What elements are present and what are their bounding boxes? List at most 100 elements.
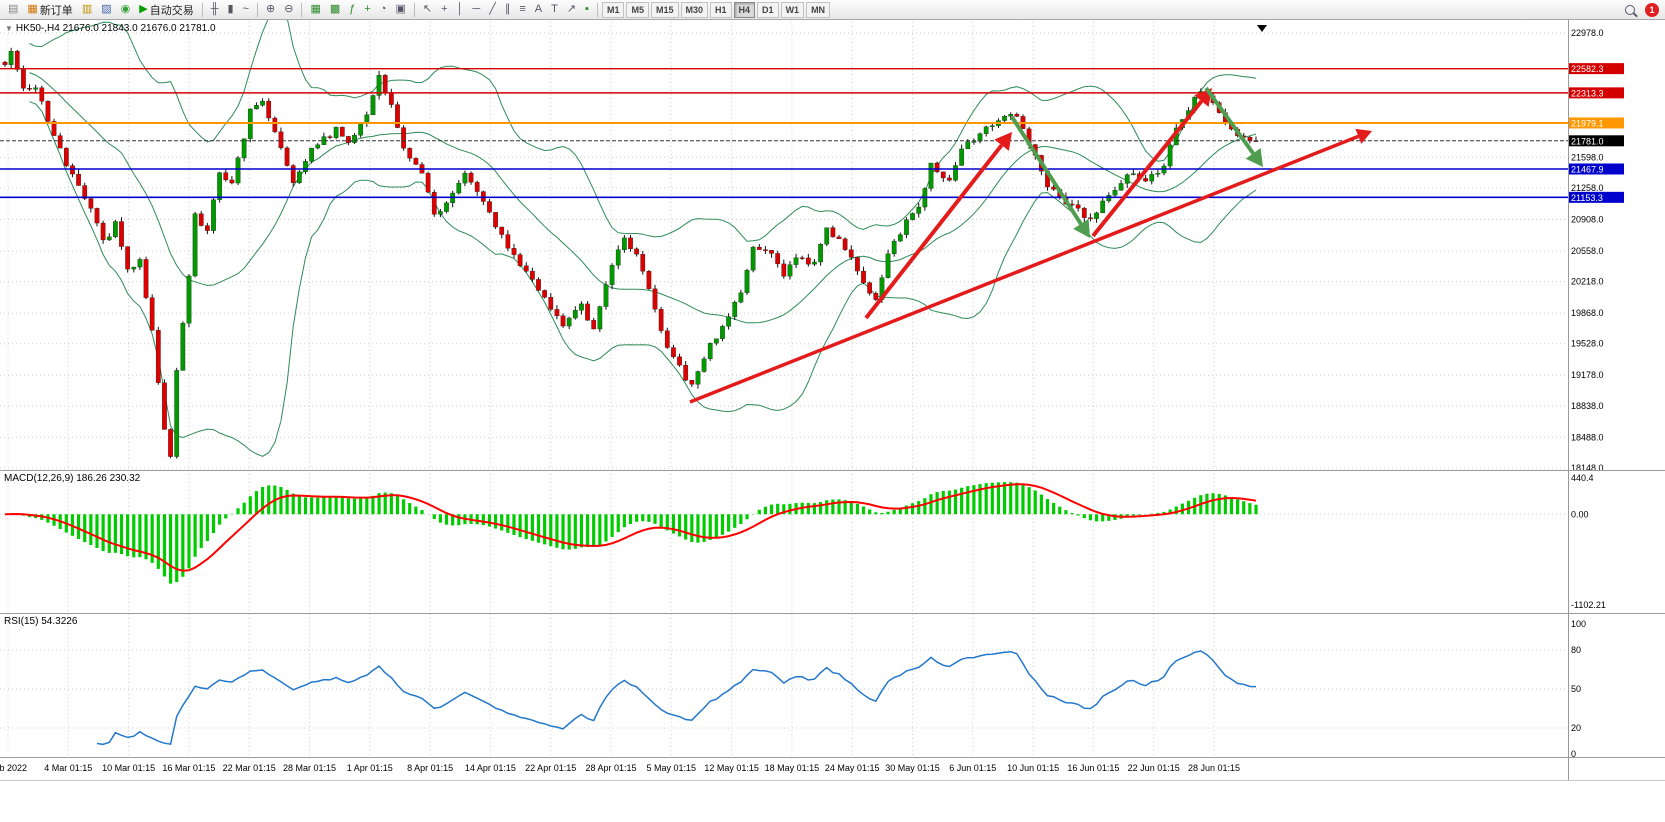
timeframe-m15-button[interactable]: M15 (650, 1, 679, 18)
chart-window-icon: ▥ (81, 3, 93, 15)
svg-text:50: 50 (1571, 684, 1581, 694)
collapse-icon[interactable]: ▼ (5, 24, 13, 33)
svg-text:16 Jun 01:15: 16 Jun 01:15 (1067, 763, 1119, 773)
svg-text:18 May 01:15: 18 May 01:15 (765, 763, 820, 773)
svg-text:24 May 01:15: 24 May 01:15 (825, 763, 880, 773)
templates-icon[interactable]: ▣ (391, 1, 409, 18)
arrows-tool-icon[interactable]: ↗ (563, 1, 580, 18)
zoom-out-icon[interactable]: ⊖ (280, 1, 297, 18)
macd-pane (0, 482, 1568, 584)
svg-text:28 Apr 01:15: 28 Apr 01:15 (585, 763, 636, 773)
svg-text:80: 80 (1571, 645, 1581, 655)
zoom-in-icon[interactable]: ⊕ (262, 1, 279, 18)
svg-text:22313.3: 22313.3 (1571, 88, 1604, 98)
crosshair-icon[interactable]: + (437, 1, 451, 18)
svg-text:21598.0: 21598.0 (1571, 152, 1604, 162)
new-order-button-label: 新订单 (39, 4, 73, 17)
vertical-line-icon: │ (456, 3, 464, 15)
candlestick-chart-icon[interactable]: ▮ (224, 1, 238, 18)
cursor-icon: ↖ (422, 3, 433, 15)
horizontal-line-icon[interactable]: ─ (468, 1, 484, 18)
refresh-icon[interactable]: ◉ (117, 1, 135, 18)
app-icon: ▤ (8, 3, 19, 15)
channel-icon: ∥ (504, 3, 511, 15)
auto-arrange-icon[interactable]: ▩ (326, 1, 344, 18)
tile-windows-icon[interactable]: ▦ (306, 1, 324, 18)
timeframe-mn-button[interactable]: MN (806, 1, 831, 18)
add-indicator-icon[interactable]: + (360, 1, 374, 18)
bb-middle (29, 72, 1257, 324)
notification-badge[interactable]: 1 (1645, 2, 1659, 17)
zoom-in-icon: ⊕ (266, 3, 276, 15)
candlestick-chart-icon: ▮ (227, 3, 234, 15)
svg-text:21979.1: 21979.1 (1571, 118, 1604, 128)
text-icon[interactable]: A (531, 1, 546, 18)
bb-upper (29, 20, 1257, 242)
svg-text:20908.0: 20908.0 (1571, 214, 1604, 224)
timeframe-h1-button[interactable]: H1 (710, 1, 732, 18)
rally-arrow-1 (864, 143, 1004, 320)
rally-arrow-2 (1091, 99, 1204, 238)
new-order-button[interactable]: ▦ 新订单 (23, 1, 76, 18)
annotations[interactable] (689, 86, 1372, 404)
cursor-icon[interactable]: ↖ (419, 1, 436, 18)
svg-text:10 Jun 01:15: 10 Jun 01:15 (1007, 763, 1059, 773)
zoom-out-icon: ⊖ (284, 3, 294, 15)
indicators-icon: ƒ (349, 3, 356, 15)
rsi-line (96, 650, 1257, 746)
svg-text:28 Jun 01:15: 28 Jun 01:15 (1188, 763, 1240, 773)
rsi-axis: 100 80 50 20 0 (1571, 619, 1586, 759)
decline-arrow-2-head (1245, 148, 1263, 167)
timeframe-m30-button[interactable]: M30 (680, 1, 709, 18)
svg-text:8 Apr 01:15: 8 Apr 01:15 (407, 763, 453, 773)
vertical-line-icon[interactable]: │ (453, 1, 468, 18)
svg-text:19528.0: 19528.0 (1571, 339, 1604, 349)
timeframe-d1-button[interactable]: D1 (757, 1, 779, 18)
chart-window-icon[interactable]: ▥ (78, 1, 96, 18)
svg-text:22978.0: 22978.0 (1571, 28, 1604, 38)
timeframe-w1-button[interactable]: W1 (780, 1, 805, 18)
toolbar-separator (301, 2, 303, 17)
profiles-icon[interactable]: ▨ (97, 1, 115, 18)
period-clock-icon[interactable]: ◔ (376, 1, 391, 18)
arrows-tool-icon: ↗ (566, 3, 577, 15)
svg-text:100: 100 (1571, 619, 1586, 629)
search-icon[interactable] (1625, 4, 1635, 15)
timeframe-m1-button[interactable]: M1 (601, 1, 625, 18)
chart-canvas[interactable]: 22978.0 21598.0 21258.0 20908.0 20558.0 20218… (0, 20, 1665, 822)
symbol-ohlc-label: ▼ HK50-,H4 21676.0 21843.0 21676.0 21781.… (5, 23, 216, 34)
toolbar-separator (413, 2, 415, 17)
fibonacci-icon[interactable]: ≡ (515, 1, 529, 18)
main-toolbar: ▤ ▦ 新订单 ▥ ▨ ◉ ▶ 自动交易 ╫ ▮ ~ ⊕ ⊖ ▦ ▩ ƒ + ◔ ▣ ↖ + │ ─ ╱ ∥ ≡ A T ↗ ▪ M1 M5 M… (0, 0, 1665, 20)
svg-text:21781.0: 21781.0 (1571, 136, 1604, 146)
svg-text:18838.0: 18838.0 (1571, 401, 1604, 411)
shapes-icon[interactable]: ▪ (581, 1, 593, 18)
indicators-icon[interactable]: ƒ (345, 1, 359, 18)
long-trend-arrow-head (1355, 128, 1372, 144)
app-icon[interactable]: ▤ (4, 1, 22, 18)
svg-text:22582.3: 22582.3 (1571, 64, 1604, 74)
toolbar-separator (201, 2, 203, 17)
long-trend-arrow (689, 134, 1359, 404)
bb-lower (29, 101, 1257, 457)
chart-shift-marker[interactable] (1257, 25, 1267, 32)
svg-text:21258.0: 21258.0 (1571, 183, 1604, 193)
timeframe-h4-button[interactable]: H4 (733, 1, 756, 18)
channel-icon[interactable]: ∥ (501, 1, 515, 18)
autotrading-button[interactable]: ▶ 自动交易 (135, 1, 197, 18)
svg-text:14 Apr 01:15: 14 Apr 01:15 (465, 763, 516, 773)
bar-chart-icon[interactable]: ╫ (207, 1, 223, 18)
label-icon[interactable]: T (547, 1, 562, 18)
svg-text:21467.9: 21467.9 (1571, 165, 1604, 175)
svg-text:22 Jun 01:15: 22 Jun 01:15 (1128, 763, 1180, 773)
time-axis[interactable]: Feb 2022 4 Mar 01:15 10 Mar 01:15 16 Mar 01… (0, 763, 1240, 773)
text-icon: A (534, 3, 543, 15)
svg-text:20: 20 (1571, 723, 1581, 733)
trendline-icon[interactable]: ╱ (485, 1, 500, 18)
horizontal-line-icon: ─ (472, 3, 481, 15)
line-chart-icon[interactable]: ~ (239, 1, 253, 18)
timeframe-m5-button[interactable]: M5 (626, 1, 649, 18)
candles (2, 47, 1259, 459)
horizontal-lines[interactable] (0, 67, 1568, 199)
